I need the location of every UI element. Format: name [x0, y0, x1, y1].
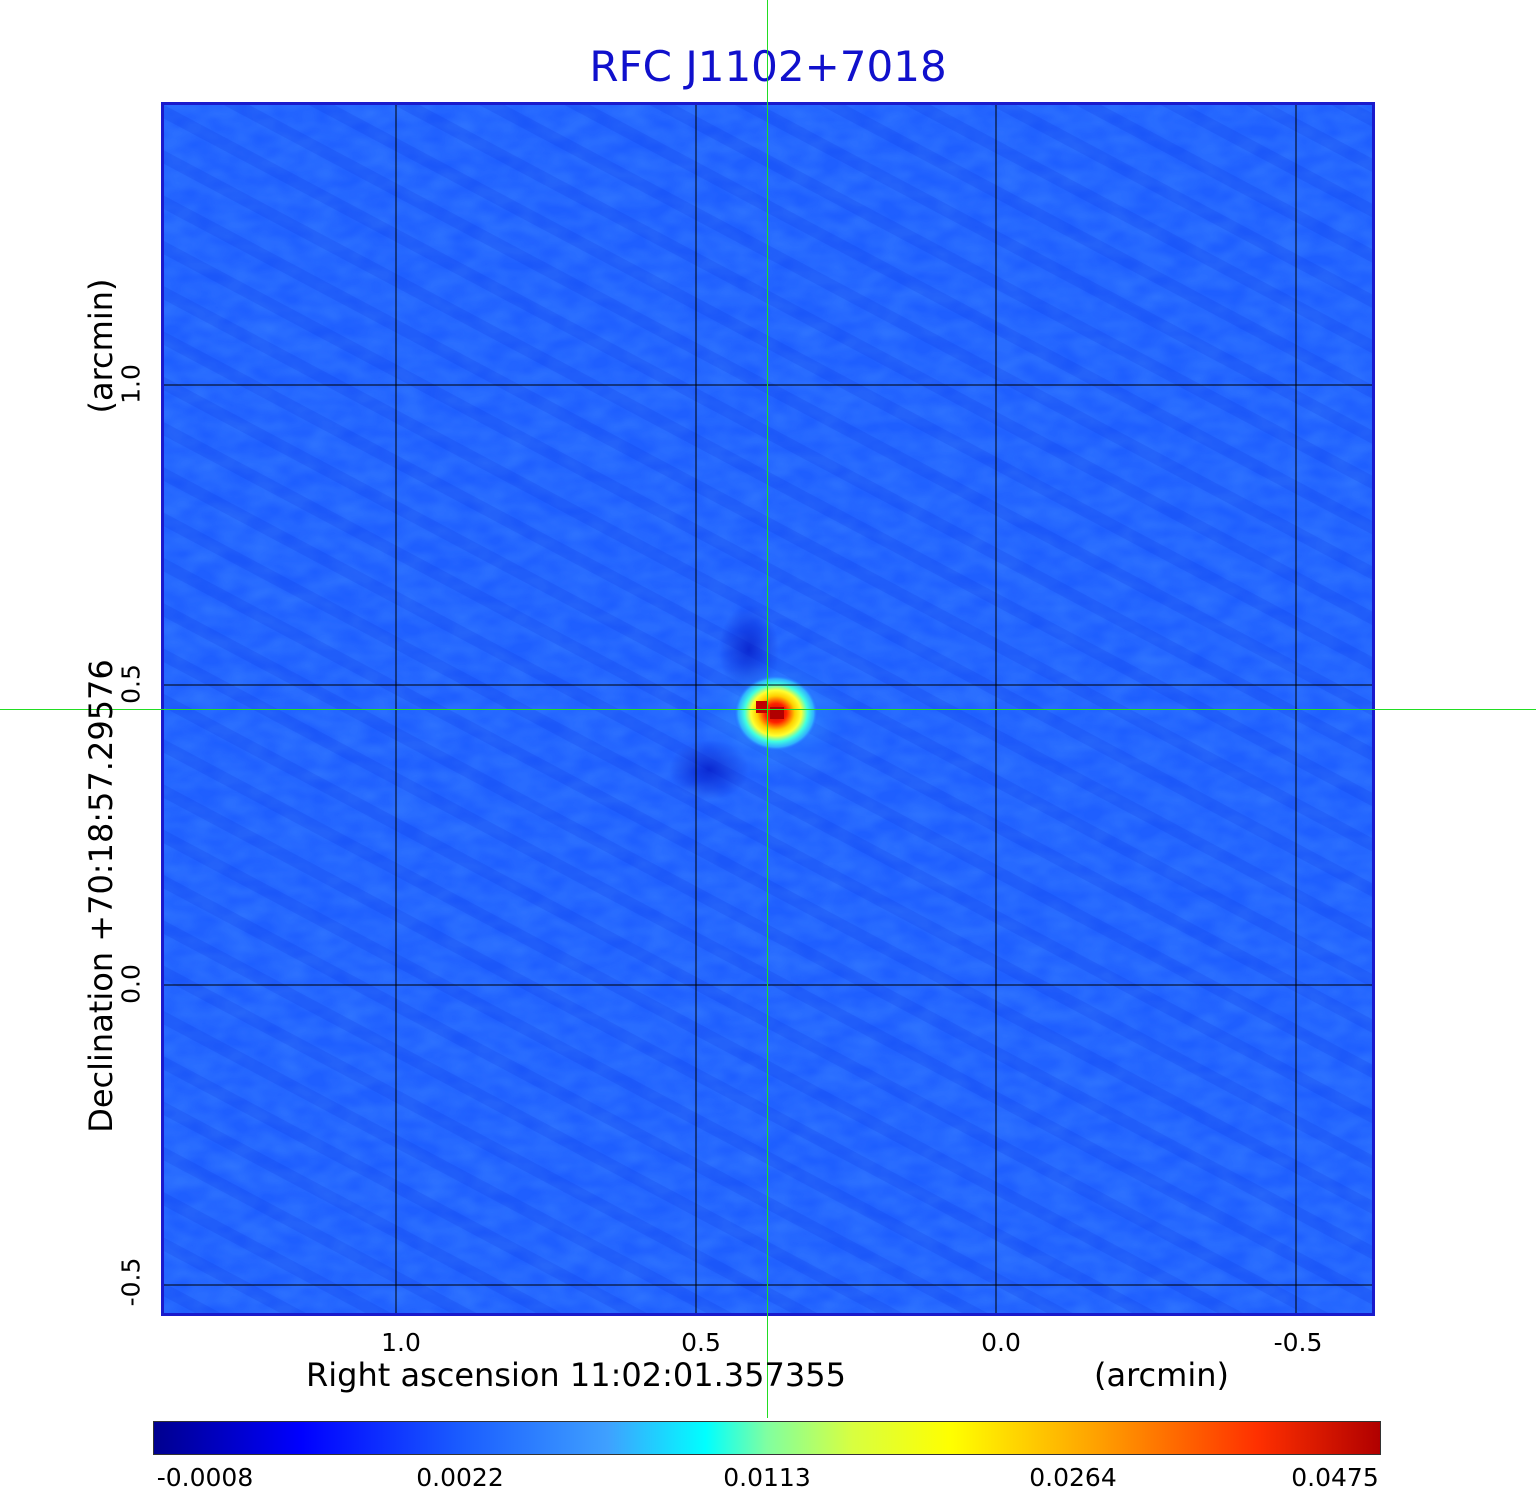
crosshair-horizontal — [0, 709, 1536, 710]
colorbar-tick-label: 0.0113 — [723, 1463, 811, 1492]
source-peak-pixel — [756, 701, 768, 713]
image-title: RFC J1102+7018 — [589, 42, 947, 91]
colorbar-tick-label: 0.0264 — [1029, 1463, 1117, 1492]
colorbar — [153, 1421, 1381, 1455]
colorbar-tick-label: 0.0475 — [1291, 1463, 1379, 1492]
colorbar-tick-label: 0.0022 — [416, 1463, 504, 1492]
y-tick-label: 0.5 — [116, 664, 146, 704]
y-tick-label: 1.0 — [116, 364, 146, 404]
y-tick-label: 0.0 — [116, 964, 146, 1004]
x-tick-label: -0.5 — [1273, 1328, 1323, 1357]
y-axis-label: Declination +70:18:57.29576 — [82, 659, 120, 1133]
y-tick-label: -0.5 — [116, 1257, 146, 1307]
colorbar-tick-label: -0.0008 — [156, 1463, 254, 1492]
x-axis-label: Right ascension 11:02:01.357355 — [306, 1356, 846, 1394]
y-axis-unit: (arcmin) — [82, 278, 120, 414]
x-tick-label: 0.0 — [981, 1328, 1021, 1357]
source-peak-pixel-2 — [770, 707, 784, 719]
x-tick-label: 0.5 — [681, 1328, 721, 1357]
x-axis-unit: (arcmin) — [1094, 1356, 1229, 1394]
x-tick-label: 1.0 — [381, 1328, 421, 1357]
